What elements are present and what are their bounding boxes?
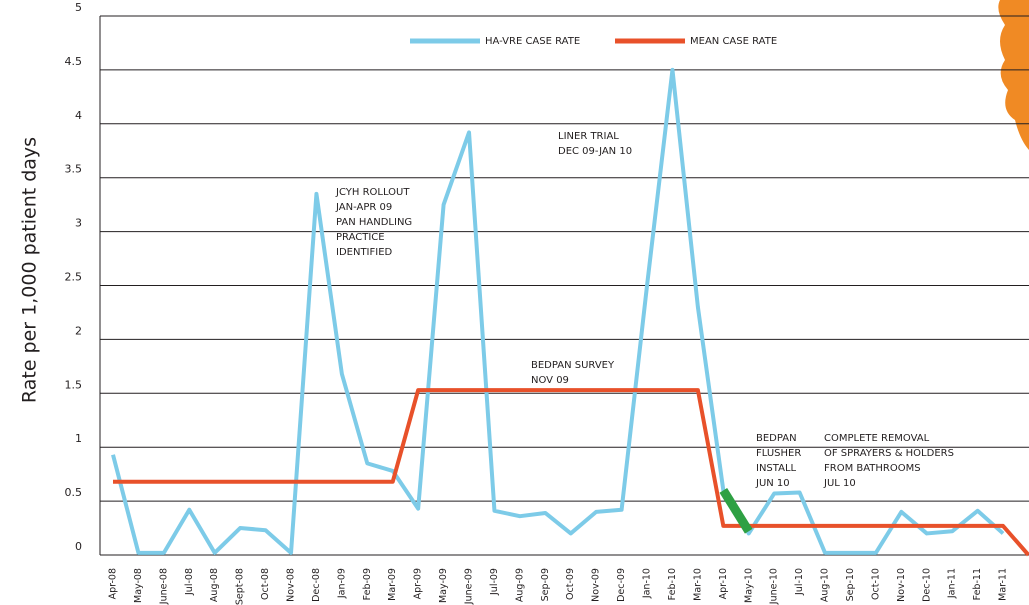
x-tick-label: Apr-09: [413, 568, 424, 599]
y-tick-label: 1: [75, 432, 82, 445]
x-tick-label: Jul-08: [184, 568, 195, 596]
y-tick-label: 2.5: [65, 271, 83, 284]
x-tick-label: May-08: [133, 568, 144, 603]
x-tick-label: June-10: [769, 568, 780, 605]
x-tick-label: Oct-10: [870, 568, 881, 600]
annotation: OF SPRAYERS & HOLDERS: [824, 448, 954, 459]
x-tick-label: Oct-09: [565, 568, 576, 600]
x-tick-label: Oct-08: [260, 568, 271, 600]
y-tick-label: 0: [75, 540, 82, 553]
annotation: JCYH ROLLOUT: [335, 187, 410, 198]
y-tick-label: 4: [75, 109, 82, 122]
y-tick-label: 4.5: [65, 55, 83, 68]
y-tick-label: 3.5: [65, 163, 83, 176]
x-tick-label: Mar-11: [998, 568, 1009, 601]
annotation: INSTALL: [756, 463, 797, 474]
annotation: IDENTIFIED: [336, 247, 393, 258]
x-tick-label: Nov-09: [591, 568, 602, 602]
annotation: NOV 09: [531, 375, 569, 386]
annotation: JUL 10: [823, 478, 856, 489]
annotation: BEDPAN SURVEY: [531, 360, 615, 371]
annotation: BEDPAN: [756, 433, 797, 444]
x-tick-label: Jan-11: [947, 568, 958, 599]
chart: Rate per 1,000 patient days 0 0.5 1 1.5 2 2.5…: [0, 0, 1029, 605]
x-tick-label: Nov-08: [286, 568, 297, 602]
y-tick-label: 1.5: [65, 378, 83, 391]
annotation: DEC 09-JAN 10: [558, 146, 632, 157]
y-tick-label: 5: [75, 1, 82, 14]
x-tick-label: Feb-09: [362, 568, 373, 600]
legend-label: MEAN CASE RATE: [690, 36, 777, 47]
x-tick-label: May-09: [438, 568, 449, 603]
x-tick-label: Mar-10: [692, 568, 703, 601]
x-tick-label: Apr-08: [108, 568, 119, 599]
y-tick-label: 3: [75, 217, 82, 230]
x-tick-label: Aug-09: [514, 568, 525, 602]
x-tick-label: Sept-08: [235, 568, 246, 605]
y-tick-label: 2: [75, 324, 82, 337]
x-tick-label: Aug-10: [820, 568, 831, 602]
y-tick-label: 0.5: [65, 486, 83, 499]
x-tick-label: Dec-10: [921, 568, 932, 602]
decoration: [998, 0, 1029, 150]
annotation: PAN HANDLING: [336, 217, 412, 228]
x-tick-label: Mar-09: [387, 568, 398, 601]
annotation: FROM BATHROOMS: [824, 463, 921, 474]
x-tick-label: Nov-10: [896, 568, 907, 602]
x-tick-label: Sep-09: [540, 568, 551, 601]
annotation: JUN 10: [755, 478, 790, 489]
x-tick-label: Dec-08: [311, 568, 322, 602]
annotation: PRACTICE: [336, 232, 385, 243]
x-tick-label: May-10: [743, 568, 754, 603]
legend-label: HA-VRE CASE RATE: [485, 36, 580, 47]
x-tick-label: June-08: [158, 568, 169, 605]
annotation: LINER TRIAL: [558, 131, 619, 142]
x-tick-label: Jul-10: [794, 568, 805, 596]
annotation: JAN-APR 09: [335, 202, 392, 213]
annotation: FLUSHER: [756, 448, 801, 459]
x-tick-label: Jul-09: [489, 568, 500, 596]
x-tick-label: Sep-10: [845, 568, 856, 601]
x-tick-label: Feb-11: [972, 568, 983, 600]
x-tick-label: Dec-09: [616, 568, 627, 602]
x-tick-label: June-09: [464, 568, 475, 605]
x-tick-label: Jan-10: [642, 568, 653, 599]
y-axis-label: Rate per 1,000 patient days: [19, 137, 41, 403]
annotation: COMPLETE REMOVAL: [824, 433, 930, 444]
x-tick-label: Feb-10: [667, 568, 678, 600]
x-tick-label: Jan-09: [336, 568, 347, 599]
x-tick-label: Apr-10: [718, 568, 729, 599]
x-tick-label: Aug-08: [209, 568, 220, 602]
